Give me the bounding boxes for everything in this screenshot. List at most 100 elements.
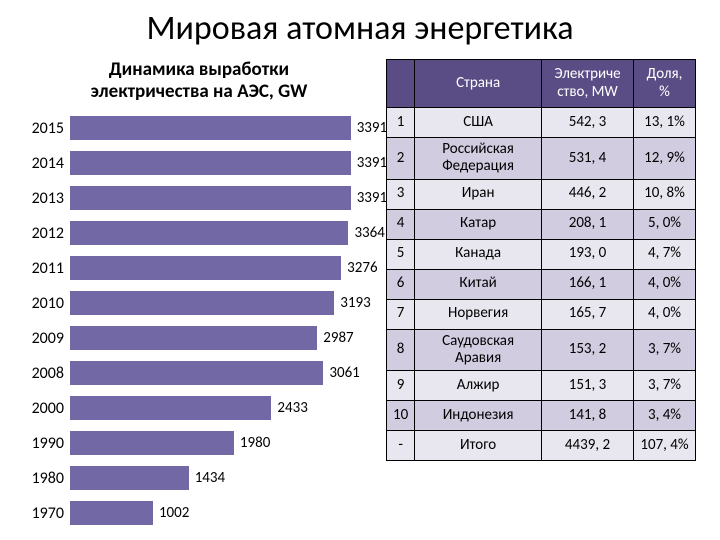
chart-row: 1980 1434 <box>24 461 374 496</box>
chart-bar <box>70 221 348 245</box>
table-cell: 153, 2 <box>542 329 634 371</box>
table-cell: 10, 8% <box>634 179 696 209</box>
table-cell: 10 <box>387 401 415 431</box>
chart-track: 3391 <box>70 149 374 177</box>
table-cell: Саудовская Аравия <box>415 329 542 371</box>
table-cell: 542, 3 <box>542 108 634 138</box>
chart-row: 20153391 <box>24 111 374 146</box>
table-row: 10Индонезия141, 83, 4% <box>387 401 696 431</box>
chart-category-label: 2015 <box>24 119 70 138</box>
table-cell: 6 <box>387 269 415 299</box>
chart-category-label: 2000 <box>24 399 70 418</box>
table-cell: 7 <box>387 299 415 329</box>
chart-category-label: 1980 <box>24 469 70 488</box>
table-cell: Иран <box>415 179 542 209</box>
chart-bar <box>70 116 351 140</box>
table-cell: 4, 7% <box>634 239 696 269</box>
table-cell: 165, 7 <box>542 299 634 329</box>
chart-row: 20113276 <box>24 251 374 286</box>
table-cell: Катар <box>415 209 542 239</box>
chart-category-label: 2014 <box>24 154 70 173</box>
chart-value-label: 3391 <box>353 149 387 177</box>
table-cell: 4, 0% <box>634 299 696 329</box>
chart-value-label: 3061 <box>325 359 359 387</box>
table-row: 5Канада193, 04, 7% <box>387 239 696 269</box>
chart-title: Динамика выработки электричества на АЭС,… <box>24 59 374 103</box>
table-cell: 3, 4% <box>634 401 696 431</box>
table-cell: 3, 7% <box>634 329 696 371</box>
chart-track: 1434 <box>70 464 374 492</box>
table-row: 2Российская Федерация531, 412, 9% <box>387 138 696 180</box>
chart-row: 2008 3061 <box>24 356 374 391</box>
table-row: -Итого4439, 2107, 4% <box>387 431 696 461</box>
table-cell: 1 <box>387 108 415 138</box>
table-cell: 208, 1 <box>542 209 634 239</box>
table-cell: 12, 9% <box>634 138 696 180</box>
table-cell: 13, 1% <box>634 108 696 138</box>
chart-track: 3276 <box>70 254 374 282</box>
chart-bar <box>70 291 334 315</box>
chart-track: 3391 <box>70 184 374 212</box>
table-panel: СтранаЭлектричество, MWДоля,%1США542, 31… <box>386 59 696 531</box>
table-header-cell: Электричество, MW <box>542 60 634 108</box>
chart-category-label: 2009 <box>24 329 70 348</box>
chart-row: 19901980 <box>24 426 374 461</box>
table-row: 8Саудовская Аравия153, 23, 7% <box>387 329 696 371</box>
countries-table: СтранаЭлектричество, MWДоля,%1США542, 31… <box>386 59 696 461</box>
chart-bar <box>70 326 317 350</box>
chart-value-label: 3391 <box>353 114 387 142</box>
chart-value-label: 2433 <box>273 394 307 422</box>
content-columns: Динамика выработки электричества на АЭС,… <box>24 59 696 531</box>
table-cell: 193, 0 <box>542 239 634 269</box>
chart-row: 19701002 <box>24 496 374 531</box>
chart-title-line1: Динамика выработки <box>109 58 289 81</box>
chart-category-label: 1970 <box>24 504 70 523</box>
chart-row: 20123364 <box>24 216 374 251</box>
chart-track: 3391 <box>70 114 374 142</box>
table-row: 7Норвегия165, 74, 0% <box>387 299 696 329</box>
chart-value-label: 1980 <box>236 429 270 457</box>
table-cell: Итого <box>415 431 542 461</box>
table-cell: 5 <box>387 239 415 269</box>
chart-category-label: 2013 <box>24 189 70 208</box>
chart-bar <box>70 466 189 490</box>
chart-category-label: 2008 <box>24 364 70 383</box>
chart-row: 2000 2433 <box>24 391 374 426</box>
table-row: 4Катар208, 15, 0% <box>387 209 696 239</box>
table-cell: Китай <box>415 269 542 299</box>
table-cell: 3 <box>387 179 415 209</box>
table-cell: 4439, 2 <box>542 431 634 461</box>
chart-title-line2: электричества на АЭС, GW <box>91 80 308 103</box>
table-cell: 141, 8 <box>542 401 634 431</box>
table-cell: 3, 7% <box>634 371 696 401</box>
chart-value-label: 1434 <box>191 464 225 492</box>
main-title: Мировая атомная энергетика <box>24 8 696 49</box>
chart-bar <box>70 186 351 210</box>
table-cell: Алжир <box>415 371 542 401</box>
chart-value-label: 3391 <box>353 184 387 212</box>
table-row: 9Алжир151, 33, 7% <box>387 371 696 401</box>
chart-value-label: 2987 <box>319 324 353 352</box>
chart-category-label: 2012 <box>24 224 70 243</box>
chart-row: 20143391 <box>24 146 374 181</box>
chart-track: 1980 <box>70 429 374 457</box>
chart-row: 20133391 <box>24 181 374 216</box>
table-cell: 151, 3 <box>542 371 634 401</box>
table-cell: 531, 4 <box>542 138 634 180</box>
chart-track: 2987 <box>70 324 374 352</box>
chart-value-label: 3193 <box>336 289 370 317</box>
table-cell: 4 <box>387 209 415 239</box>
table-header-cell <box>387 60 415 108</box>
chart-track: 3364 <box>70 219 374 247</box>
bar-chart: 2015339120143391201333912012336420113276… <box>24 111 374 531</box>
table-cell: 4, 0% <box>634 269 696 299</box>
table-row: 1США542, 313, 1% <box>387 108 696 138</box>
table-cell: 5, 0% <box>634 209 696 239</box>
chart-bar <box>70 501 153 525</box>
table-header-row: СтранаЭлектричество, MWДоля,% <box>387 60 696 108</box>
table-cell: - <box>387 431 415 461</box>
chart-category-label: 2011 <box>24 259 70 278</box>
slide-root: Мировая атомная энергетика Динамика выра… <box>0 0 720 540</box>
table-row: 6Китай166, 14, 0% <box>387 269 696 299</box>
table-cell: 166, 1 <box>542 269 634 299</box>
